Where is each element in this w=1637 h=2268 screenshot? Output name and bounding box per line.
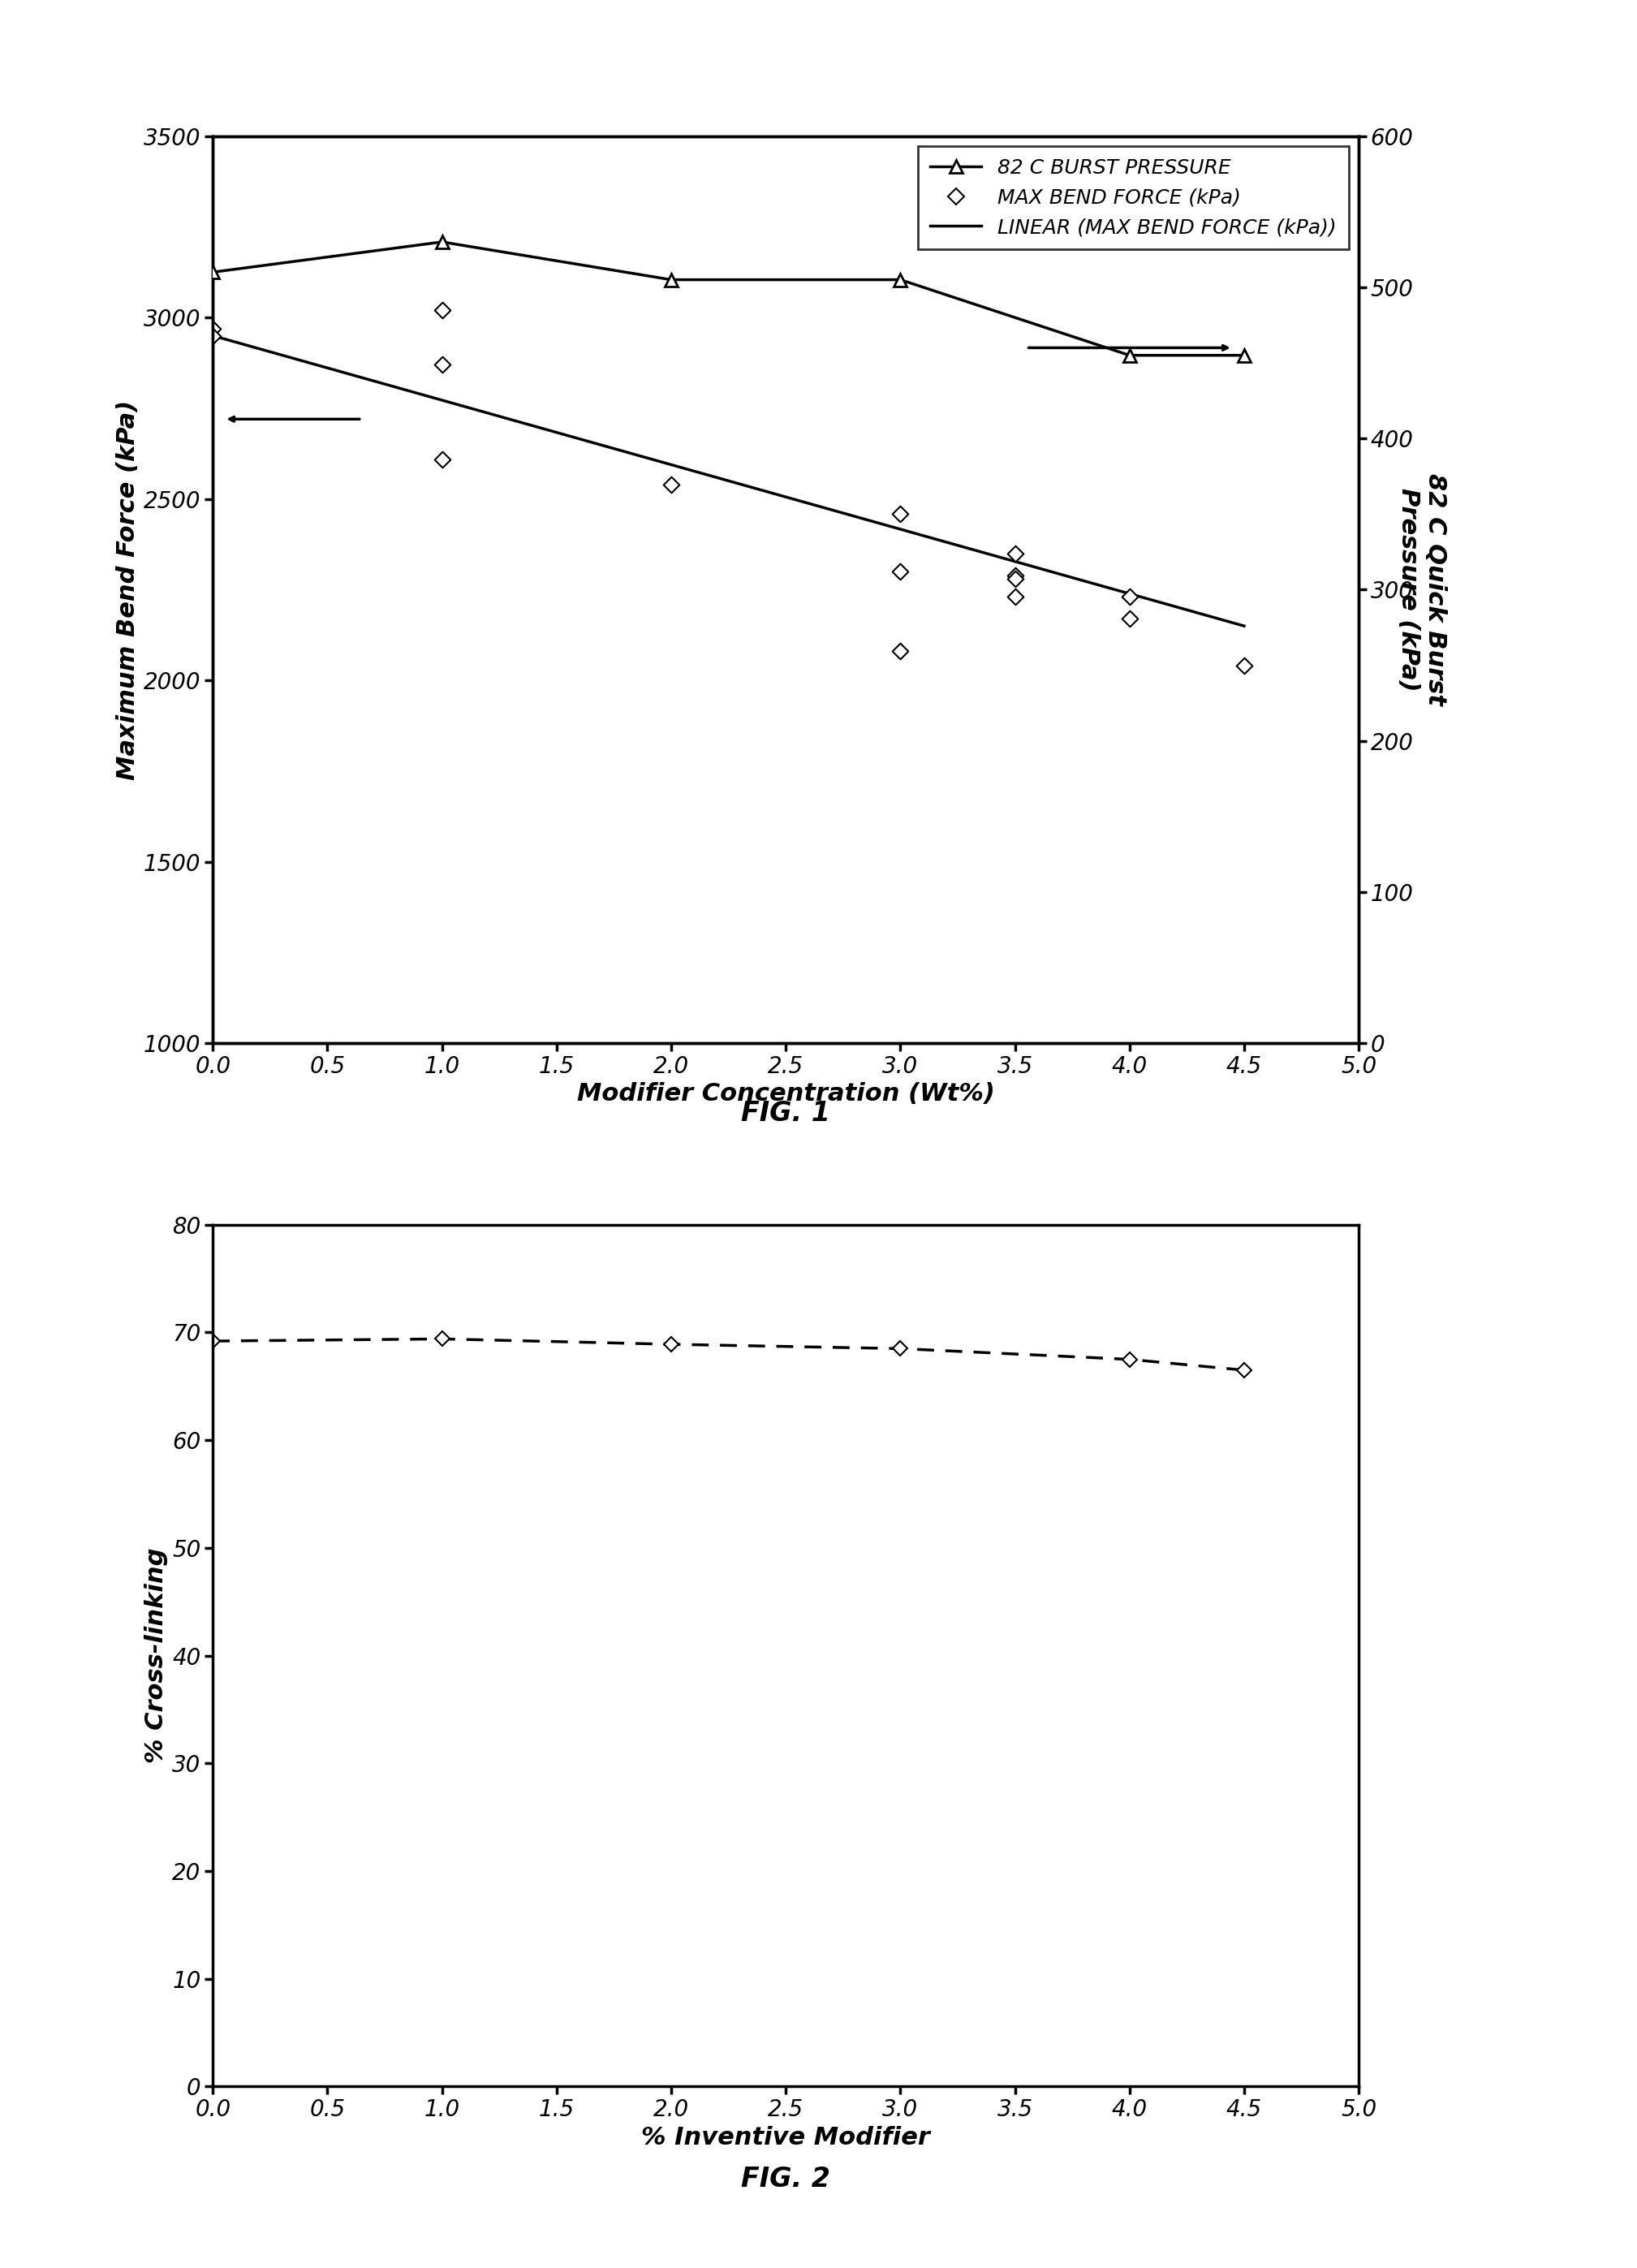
MAX BEND FORCE (kPa) (887, 494, 913, 531)
MAX BEND FORCE (kPa) (429, 293, 455, 329)
Y-axis label: 82 C Quick Burst
Pressure (kPa): 82 C Quick Burst Pressure (kPa) (1396, 474, 1447, 705)
X-axis label: % Inventive Modifier: % Inventive Modifier (642, 2125, 930, 2150)
MAX BEND FORCE (kPa) (1002, 560, 1028, 596)
MAX BEND FORCE (kPa) (429, 347, 455, 383)
Text: FIG. 1: FIG. 1 (742, 1100, 830, 1127)
82 C BURST PRESSURE (891, 265, 910, 293)
MAX BEND FORCE (kPa) (1116, 578, 1143, 615)
X-axis label: Modifier Concentration (Wt%): Modifier Concentration (Wt%) (576, 1082, 995, 1107)
82 C BURST PRESSURE (1234, 342, 1254, 370)
82 C BURST PRESSURE (661, 265, 681, 293)
MAX BEND FORCE (kPa) (1231, 649, 1257, 685)
82 C BURST PRESSURE (1120, 342, 1139, 370)
MAX BEND FORCE (kPa) (1002, 535, 1028, 572)
MAX BEND FORCE (kPa) (1002, 558, 1028, 594)
Y-axis label: % Cross-linking: % Cross-linking (144, 1547, 169, 1765)
MAX BEND FORCE (kPa) (200, 311, 226, 347)
MAX BEND FORCE (kPa) (887, 553, 913, 590)
MAX BEND FORCE (kPa) (429, 440, 455, 476)
Y-axis label: Maximum Bend Force (kPa): Maximum Bend Force (kPa) (116, 399, 139, 780)
Text: FIG. 2: FIG. 2 (742, 2166, 830, 2193)
82 C BURST PRESSURE (432, 229, 452, 256)
MAX BEND FORCE (kPa) (658, 467, 684, 503)
Legend: 82 C BURST PRESSURE, MAX BEND FORCE (kPa), LINEAR (MAX BEND FORCE (kPa)): 82 C BURST PRESSURE, MAX BEND FORCE (kPa… (918, 145, 1349, 249)
Line: 82 C BURST PRESSURE: 82 C BURST PRESSURE (206, 236, 1251, 361)
MAX BEND FORCE (kPa) (887, 633, 913, 669)
MAX BEND FORCE (kPa) (200, 318, 226, 354)
MAX BEND FORCE (kPa) (1002, 578, 1028, 615)
82 C BURST PRESSURE (203, 259, 223, 286)
MAX BEND FORCE (kPa) (1116, 601, 1143, 637)
